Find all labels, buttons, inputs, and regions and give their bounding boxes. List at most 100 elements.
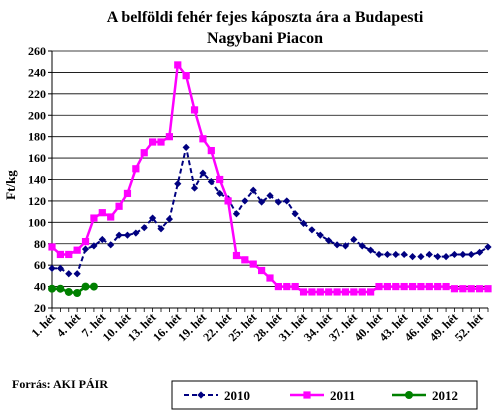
x-tick-label: 1. hét	[28, 310, 58, 340]
axes	[48, 50, 489, 312]
data-point-2010	[90, 242, 98, 250]
data-point-2011	[392, 282, 400, 291]
data-point-2011	[417, 282, 425, 291]
data-point-2012	[73, 289, 82, 298]
data-point-2011	[190, 106, 199, 114]
data-point-2010	[425, 250, 433, 259]
data-point-2011	[258, 266, 266, 275]
data-point-2010	[392, 250, 400, 259]
data-point-2011	[476, 285, 484, 293]
data-point-2011	[400, 282, 408, 291]
grid-lines	[52, 50, 488, 287]
data-point-2010	[476, 248, 484, 256]
x-tick-label: 52. hét	[452, 310, 486, 344]
data-point-2011	[442, 282, 450, 291]
data-point-2011	[174, 61, 182, 69]
data-point-2011	[484, 285, 492, 293]
y-tick-label: 120	[28, 194, 46, 208]
data-point-2011	[48, 243, 56, 251]
data-point-2010	[165, 215, 173, 223]
data-point-2011	[316, 288, 324, 296]
data-point-2010	[81, 245, 90, 253]
data-point-2010	[484, 243, 492, 251]
data-point-2011	[224, 197, 232, 205]
data-point-2010	[400, 250, 408, 259]
data-point-2011	[308, 288, 316, 296]
data-point-2011	[123, 189, 132, 198]
data-point-2012	[89, 282, 98, 291]
data-point-2010	[65, 270, 73, 278]
data-point-2011	[216, 175, 224, 184]
data-point-2011	[333, 288, 341, 296]
data-point-2010	[274, 198, 282, 206]
y-tick-label: 220	[28, 87, 46, 101]
data-point-2010	[157, 225, 165, 233]
data-point-2010	[325, 236, 333, 245]
data-point-2012	[64, 287, 73, 296]
chart-title-line-1: A belföldi fehér fejes káposzta ára a Bu…	[107, 9, 424, 26]
data-point-2011	[367, 288, 375, 296]
data-point-2011	[467, 285, 475, 293]
data-point-2011	[299, 288, 308, 296]
data-point-2010	[216, 189, 224, 198]
legend: 2010 2011 2012	[171, 380, 478, 410]
data-point-2010	[190, 184, 199, 192]
data-point-2011	[375, 282, 383, 291]
y-tick-labels: 20 40 60 80 100 120 140 160 180 200 220 240 260	[28, 44, 46, 315]
x-tick-label: 4. hét	[54, 310, 84, 340]
data-point-2011	[291, 282, 299, 291]
data-point-2010	[341, 242, 350, 250]
data-point-2010	[442, 253, 450, 261]
data-point-2010	[115, 231, 123, 239]
data-point-2011	[140, 149, 148, 157]
data-point-2011	[207, 146, 215, 155]
data-point-2010	[283, 197, 291, 205]
data-point-2010	[140, 224, 148, 232]
series-2011	[48, 61, 492, 296]
data-point-2011	[115, 202, 123, 210]
data-point-2010	[241, 197, 249, 205]
data-point-2011	[459, 285, 467, 293]
data-point-2011	[182, 72, 190, 80]
y-axis-label: Ft/kg	[3, 170, 18, 200]
legend-marker-2011	[303, 391, 311, 399]
data-point-2011	[81, 238, 90, 246]
data-point-2010	[132, 229, 140, 237]
data-point-2011	[350, 288, 358, 296]
y-tick-label: 200	[28, 108, 46, 122]
data-point-2010	[73, 270, 81, 278]
data-point-2011	[249, 260, 257, 268]
y-tick-label: 160	[28, 151, 46, 165]
data-point-2010	[48, 264, 56, 272]
data-point-2010	[291, 210, 299, 218]
y-tick-label: 20	[34, 301, 46, 315]
y-tick-label: 80	[34, 237, 46, 251]
data-point-2011	[56, 250, 64, 259]
data-point-2011	[358, 288, 366, 296]
data-point-2011	[149, 138, 157, 146]
data-point-2011	[283, 282, 291, 291]
data-point-2010	[358, 242, 366, 250]
data-point-2010	[174, 180, 182, 188]
data-point-2011	[232, 251, 241, 260]
data-point-2012	[48, 284, 56, 293]
data-point-2011	[425, 282, 433, 291]
data-point-2011	[65, 250, 73, 259]
data-point-2011	[274, 282, 282, 291]
data-point-2010	[266, 191, 274, 200]
data-point-2010	[199, 169, 207, 177]
data-point-2012	[56, 284, 65, 293]
data-point-2010	[123, 231, 132, 239]
chart-title-line-2: Nagybani Piacon	[207, 30, 323, 47]
data-point-2010	[459, 250, 467, 259]
data-point-2011	[132, 165, 140, 173]
data-point-2010	[56, 264, 64, 272]
legend-label-2011: 2011	[330, 388, 355, 403]
series-2012	[48, 282, 98, 298]
data-point-2011	[341, 288, 350, 296]
y-tick-label: 260	[28, 44, 46, 58]
data-point-2011	[165, 133, 173, 141]
data-point-2011	[98, 209, 106, 217]
data-point-2010	[375, 250, 383, 259]
